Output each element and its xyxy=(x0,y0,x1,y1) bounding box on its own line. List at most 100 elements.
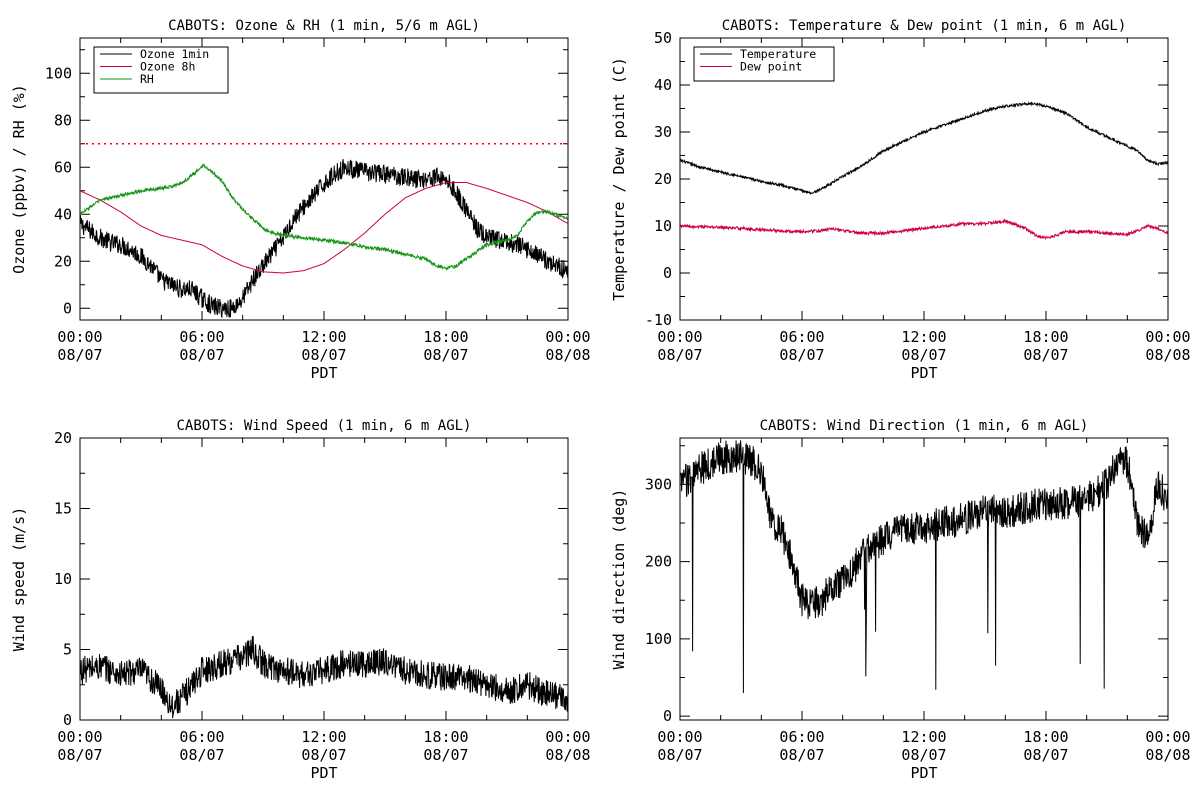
x-axis-label: PDT xyxy=(910,364,937,382)
x-tick-date-label: 08/07 xyxy=(301,746,346,764)
x-tick-date-label: 08/07 xyxy=(657,346,702,364)
x-tick-label: 00:00 xyxy=(657,728,702,746)
chart-panel: CABOTS: Wind Speed (1 min, 6 m AGL) 00:00… xyxy=(10,418,591,782)
y-tick-label: 300 xyxy=(645,475,672,493)
y-tick-label: -10 xyxy=(645,311,672,329)
x-tick-date-label: 08/07 xyxy=(423,746,468,764)
legend-entry: Ozone 1min xyxy=(140,47,209,61)
x-tick-date-label: 08/07 xyxy=(57,746,102,764)
legend-box xyxy=(693,46,835,82)
legend-entry: RH xyxy=(140,72,154,86)
x-tick-label: 00:00 xyxy=(1145,328,1190,346)
x-minor-ticks xyxy=(679,438,1169,720)
x-axis-label: PDT xyxy=(310,364,337,382)
x-tick-label: 00:00 xyxy=(57,728,102,746)
y-axis-label: Ozone (ppbv) / RH (%) xyxy=(10,84,28,274)
series-line xyxy=(80,159,568,319)
x-minor-ticks xyxy=(679,38,1169,320)
x-tick-label: 00:00 xyxy=(1145,728,1190,746)
x-tick-label: 00:00 xyxy=(545,728,590,746)
series-line xyxy=(680,218,1168,241)
y-tick-label: 30 xyxy=(654,123,672,141)
y-tick-label: 0 xyxy=(663,264,672,282)
y-axis-label: Temperature / Dew point (C) xyxy=(610,57,628,301)
x-tick-label: 12:00 xyxy=(901,728,946,746)
chart-title: CABOTS: Wind Direction (1 min, 6 m AGL) xyxy=(760,418,1089,434)
x-tick-label: 18:00 xyxy=(423,328,468,346)
chart-panel: CABOTS: Wind Direction (1 min, 6 m AGL) 0… xyxy=(610,418,1191,782)
x-tick-label: 00:00 xyxy=(657,328,702,346)
series-line xyxy=(80,163,568,271)
x-tick-date-label: 08/07 xyxy=(423,346,468,364)
x-tick-date-label: 08/08 xyxy=(545,346,590,364)
x-tick-date-label: 08/07 xyxy=(1023,346,1068,364)
x-minor-ticks xyxy=(79,438,569,720)
chart-title: CABOTS: Wind Speed (1 min, 6 m AGL) xyxy=(176,418,471,434)
x-tick-label: 12:00 xyxy=(301,728,346,746)
series-line xyxy=(680,440,1168,694)
chart-title: CABOTS: Ozone & RH (1 min, 5/6 m AGL) xyxy=(168,18,480,34)
chart-panel: CABOTS: Ozone & RH (1 min, 5/6 m AGL) 00:… xyxy=(10,18,591,382)
x-tick-label: 12:00 xyxy=(901,328,946,346)
y-tick-label: 20 xyxy=(54,429,72,447)
x-tick-date-label: 08/07 xyxy=(779,746,824,764)
x-tick-label: 00:00 xyxy=(57,328,102,346)
y-tick-label: 10 xyxy=(54,570,72,588)
x-tick-date-label: 08/07 xyxy=(179,746,224,764)
x-tick-label: 18:00 xyxy=(1023,728,1068,746)
y-tick-label: 100 xyxy=(645,630,672,648)
legend-entry: Ozone 8h xyxy=(140,60,195,74)
x-axis-label: PDT xyxy=(310,764,337,782)
y-tick-label: 40 xyxy=(654,76,672,94)
x-tick-date-label: 08/07 xyxy=(57,346,102,364)
x-axis-label: PDT xyxy=(910,764,937,782)
plot-frame xyxy=(679,437,1169,721)
y-tick-label: 50 xyxy=(654,29,672,47)
x-tick-date-label: 08/08 xyxy=(1145,746,1190,764)
y-tick-label: 80 xyxy=(54,111,72,129)
series-line xyxy=(680,100,1168,195)
y-axis-label: Wind direction (deg) xyxy=(610,489,628,670)
x-minor-ticks xyxy=(79,38,569,320)
legend-entry: Dew point xyxy=(740,60,802,74)
x-tick-date-label: 08/07 xyxy=(779,346,824,364)
x-tick-date-label: 08/07 xyxy=(657,746,702,764)
x-tick-date-label: 08/07 xyxy=(301,346,346,364)
y-tick-label: 15 xyxy=(54,500,72,518)
series-line xyxy=(80,182,568,274)
x-tick-label: 00:00 xyxy=(545,328,590,346)
x-tick-label: 06:00 xyxy=(179,728,224,746)
y-tick-label: 0 xyxy=(663,707,672,725)
y-tick-label: 0 xyxy=(63,711,72,729)
x-tick-label: 06:00 xyxy=(179,328,224,346)
x-tick-label: 18:00 xyxy=(1023,328,1068,346)
y-tick-label: 200 xyxy=(645,553,672,571)
y-tick-label: 5 xyxy=(63,641,72,659)
y-tick-label: 20 xyxy=(54,252,72,270)
x-tick-date-label: 08/08 xyxy=(545,746,590,764)
y-tick-label: 10 xyxy=(654,217,672,235)
x-tick-label: 06:00 xyxy=(779,328,824,346)
y-tick-label: 0 xyxy=(63,299,72,317)
x-tick-date-label: 08/07 xyxy=(901,746,946,764)
legend-box xyxy=(93,46,229,94)
chart-panel: CABOTS: Temperature & Dew point (1 min, … xyxy=(610,18,1191,382)
y-tick-label: 20 xyxy=(654,170,672,188)
y-tick-label: 100 xyxy=(45,64,72,82)
x-tick-date-label: 08/07 xyxy=(1023,746,1068,764)
y-tick-label: 40 xyxy=(54,205,72,223)
x-tick-date-label: 08/08 xyxy=(1145,346,1190,364)
x-tick-date-label: 08/07 xyxy=(179,346,224,364)
chart-title: CABOTS: Temperature & Dew point (1 min, … xyxy=(722,18,1127,34)
legend-entry: Temperature xyxy=(740,47,816,61)
y-tick-label: 60 xyxy=(54,158,72,176)
y-axis-label: Wind speed (m/s) xyxy=(10,507,28,652)
x-tick-label: 18:00 xyxy=(423,728,468,746)
x-tick-date-label: 08/07 xyxy=(901,346,946,364)
x-tick-label: 12:00 xyxy=(301,328,346,346)
series-line xyxy=(80,635,568,719)
x-tick-label: 06:00 xyxy=(779,728,824,746)
